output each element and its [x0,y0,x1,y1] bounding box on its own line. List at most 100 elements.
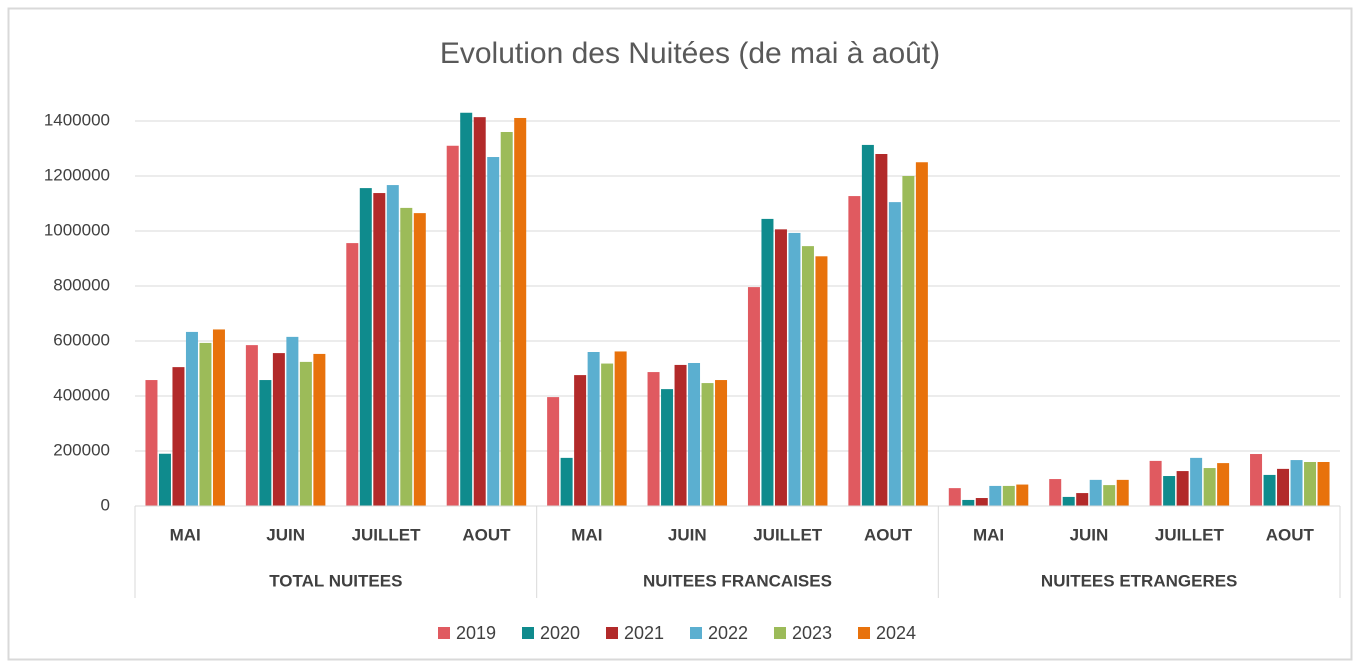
bar [1076,493,1089,506]
x-tick-label: JUIN [1070,525,1109,544]
legend-swatch [690,627,702,639]
bar [1304,462,1317,506]
group-label: NUITEES FRANCAISES [643,571,832,590]
bar [587,352,600,506]
bar [1317,462,1330,506]
chart-frame [7,7,1353,661]
y-tick-label: 800000 [53,275,110,294]
bar [272,353,285,506]
x-tick-label: MAI [170,525,201,544]
x-tick-label: AOUT [1266,525,1315,544]
bar [313,353,326,506]
bar [788,232,801,507]
legend-label: 2019 [456,623,496,643]
bar [688,363,701,506]
legend-swatch [606,627,618,639]
x-tick-label: MAI [571,525,602,544]
bar [172,367,185,506]
bar [915,162,928,506]
bar [487,157,500,506]
y-tick-label: 1200000 [44,165,110,184]
bar [560,457,573,506]
bar [514,117,527,506]
bar [212,329,225,506]
bar [1049,479,1062,506]
bar [446,145,459,506]
bar [975,498,988,506]
group-label: TOTAL NUITEES [269,571,402,590]
legend-swatch [774,627,786,639]
bar [1016,484,1029,506]
y-tick-label: 1000000 [44,220,110,239]
bar [1217,463,1230,506]
x-tick-label: AOUT [864,525,913,544]
bar [547,397,560,506]
x-tick-label: JUILLET [753,525,823,544]
bar [185,331,198,506]
bar [386,185,399,506]
bar [774,229,787,506]
bar [373,193,386,507]
bar [861,144,874,507]
bar [1002,485,1015,506]
bar [647,372,660,506]
bar [359,188,372,506]
y-tick-label: 600000 [53,330,110,349]
bar [674,364,687,506]
bar [715,380,728,506]
x-tick-label: MAI [973,525,1004,544]
bar [1062,496,1075,506]
bar [761,218,774,506]
legend-swatch [858,627,870,639]
bar [574,375,587,506]
bar [199,342,212,506]
bar [701,383,714,506]
bar [989,485,1002,506]
bar [1149,460,1162,506]
chart-title: Evolution des Nuitées (de mai à août) [440,37,940,70]
bar [460,112,473,506]
bar [1263,474,1276,506]
bar [1250,454,1263,506]
bar [801,246,814,506]
x-tick-label: AOUT [462,525,511,544]
bar [346,243,359,506]
legend-label: 2020 [540,623,580,643]
y-tick-label: 400000 [53,385,110,404]
bar [902,176,915,506]
x-tick-label: JUIN [266,525,305,544]
bar [1277,468,1290,506]
bar [948,488,961,506]
bar [1203,468,1216,506]
bar [1103,485,1116,506]
bar [1176,471,1189,506]
bar [145,380,158,506]
bar [747,287,760,506]
bar [962,499,975,506]
y-tick-label: 1400000 [44,110,110,129]
x-tick-label: JUILLET [352,525,422,544]
group-label: NUITEES ETRANGERES [1041,571,1237,590]
bar [661,389,674,506]
bar [400,207,413,506]
y-tick-label: 0 [101,495,110,514]
bar [1190,457,1203,506]
bar [259,380,272,506]
x-tick-label: JUIN [668,525,707,544]
bar [245,345,258,506]
bar [500,132,513,506]
bar [299,361,312,506]
y-tick-label: 200000 [53,440,110,459]
bar [614,351,627,506]
legend-label: 2023 [792,623,832,643]
legend-swatch [522,627,534,639]
bar [848,196,861,506]
bar [888,202,901,506]
bar [1116,479,1129,506]
bar [473,117,486,507]
bar [875,154,888,506]
legend-label: 2022 [708,623,748,643]
bar [601,363,614,506]
bar [158,453,171,506]
